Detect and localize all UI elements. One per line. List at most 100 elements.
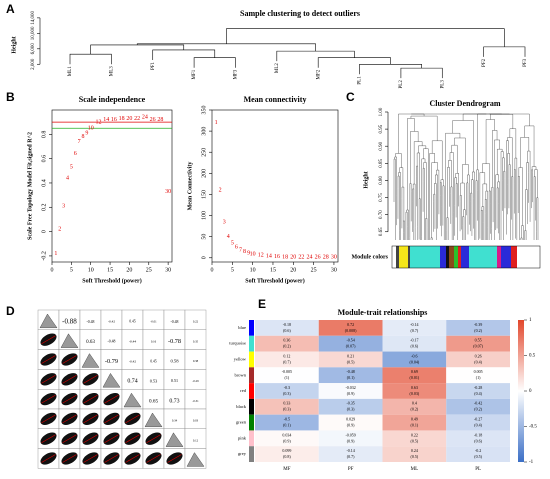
- fit-line: [41, 394, 56, 404]
- cell-value: -0.27: [474, 416, 482, 421]
- y-tick-label: 10,000: [31, 26, 36, 40]
- heat-cell: [382, 367, 447, 384]
- heat-cell: [318, 398, 383, 415]
- cell-pvalue: (0.7): [347, 454, 355, 459]
- fit-line: [41, 355, 56, 364]
- heat-cell: [318, 367, 383, 384]
- chart-title: Sample clustering to detect outliers: [240, 9, 360, 18]
- fit-line: [41, 414, 56, 424]
- cell-value: 0.21: [347, 353, 354, 358]
- heat-cell: [382, 398, 447, 415]
- module-swatch: [249, 430, 254, 447]
- cell-value: -0.3: [284, 385, 290, 390]
- fit-line: [125, 434, 140, 443]
- row-label: yellow: [234, 356, 247, 361]
- cell-value: -0.42: [474, 401, 482, 406]
- correlation-value: 0.73: [169, 398, 179, 404]
- point-label: 8: [81, 134, 84, 140]
- x-tick-label: 5: [70, 267, 73, 273]
- module-color: [501, 246, 511, 268]
- module-color: [511, 246, 517, 268]
- column-label: PF: [348, 467, 354, 472]
- cell-value: -0.5: [284, 416, 290, 421]
- module-swatch: [249, 335, 254, 352]
- correlation-value: -0.79: [105, 358, 118, 365]
- heat-cell: [255, 320, 319, 336]
- x-tick-label: 30: [331, 267, 337, 273]
- point-label: 4: [227, 234, 230, 240]
- y-tick-label: 0: [201, 256, 207, 259]
- leaf-label: MF3: [234, 69, 239, 79]
- density: [39, 313, 58, 328]
- point-label: 9: [85, 130, 88, 136]
- row-label: black: [236, 404, 246, 409]
- heat-cell: [318, 320, 383, 336]
- fit-line: [62, 434, 77, 443]
- cell-pvalue: (0.5): [411, 438, 419, 443]
- cell-value: 0.49: [411, 416, 418, 421]
- fit-line: [167, 454, 182, 463]
- point-label: 10: [250, 251, 256, 257]
- fit-line: [104, 414, 119, 424]
- cell-pvalue: (0.8): [283, 454, 291, 459]
- panel-label: E: [258, 297, 266, 311]
- colorbar: [518, 320, 524, 462]
- point-label: 20: [290, 254, 296, 260]
- fit-line: [83, 434, 98, 443]
- point-label: 26: [315, 255, 321, 261]
- cell-value: -0.18: [474, 432, 482, 437]
- point-label: 3: [62, 203, 65, 209]
- cell-pvalue: (0.1): [411, 422, 419, 427]
- leaf-label: PL2: [399, 80, 404, 89]
- cell-value: -0.059: [345, 432, 355, 437]
- cell-value: -0.18: [283, 322, 291, 327]
- fit-line: [104, 394, 119, 404]
- dendrogram-branch: [226, 28, 505, 47]
- cell-pvalue: (0.4): [474, 359, 482, 364]
- cell-pvalue: (0.9): [347, 391, 355, 396]
- cell-pvalue: (0.07): [346, 344, 356, 349]
- cell-pvalue: (0.5): [347, 359, 355, 364]
- point-label: 5: [70, 165, 73, 171]
- correlation-value: -0.44: [129, 340, 137, 344]
- row-label: turquoise: [229, 341, 246, 346]
- y-tick-label: 0.2: [41, 204, 47, 212]
- cell-value: 0.034: [282, 432, 291, 437]
- density: [102, 373, 121, 388]
- cell-value: -0.39: [474, 322, 482, 327]
- point-label: 24: [142, 115, 148, 121]
- x-tick-label: 25: [311, 267, 317, 273]
- fit-line: [62, 375, 77, 384]
- cell-value: 0.029: [346, 416, 355, 421]
- y-tick-label: 200: [201, 169, 207, 178]
- heat-cell: [255, 398, 319, 415]
- cell-value: -0.28: [474, 385, 482, 390]
- heat-cell: [446, 414, 510, 431]
- heat-cell: [318, 383, 383, 399]
- cell-value: 0.12: [283, 353, 290, 358]
- y-tick-label: 0.8: [41, 131, 47, 139]
- module-color: [399, 246, 408, 268]
- correlation-value: -0.48: [171, 320, 179, 324]
- dendrogram-branch: [483, 46, 526, 57]
- point-label: 6: [74, 151, 77, 157]
- density: [165, 432, 184, 447]
- module-swatch: [249, 367, 254, 384]
- heat-cell: [255, 430, 319, 447]
- x-axis-label: Soft Threshold (power): [245, 277, 304, 284]
- correlation-value: 0.12: [193, 438, 199, 442]
- x-tick-label: 25: [146, 267, 152, 273]
- cell-pvalue: (0.1): [347, 375, 355, 380]
- correlation-value: 0.38: [193, 359, 199, 363]
- x-axis-label: Soft Threshold (power): [82, 277, 141, 284]
- y-tick-label: 350: [201, 106, 207, 115]
- cell-value: 0.4: [412, 401, 417, 406]
- y-axis-label: Height: [11, 36, 17, 53]
- cell-pvalue: (0.008): [345, 328, 357, 333]
- y-tick-label: 150: [201, 190, 207, 199]
- leaf-label: MF1: [192, 69, 197, 79]
- colorbar-label: 1: [529, 318, 532, 323]
- dendrogram-branches: [393, 113, 539, 240]
- point-label: 22: [134, 116, 140, 122]
